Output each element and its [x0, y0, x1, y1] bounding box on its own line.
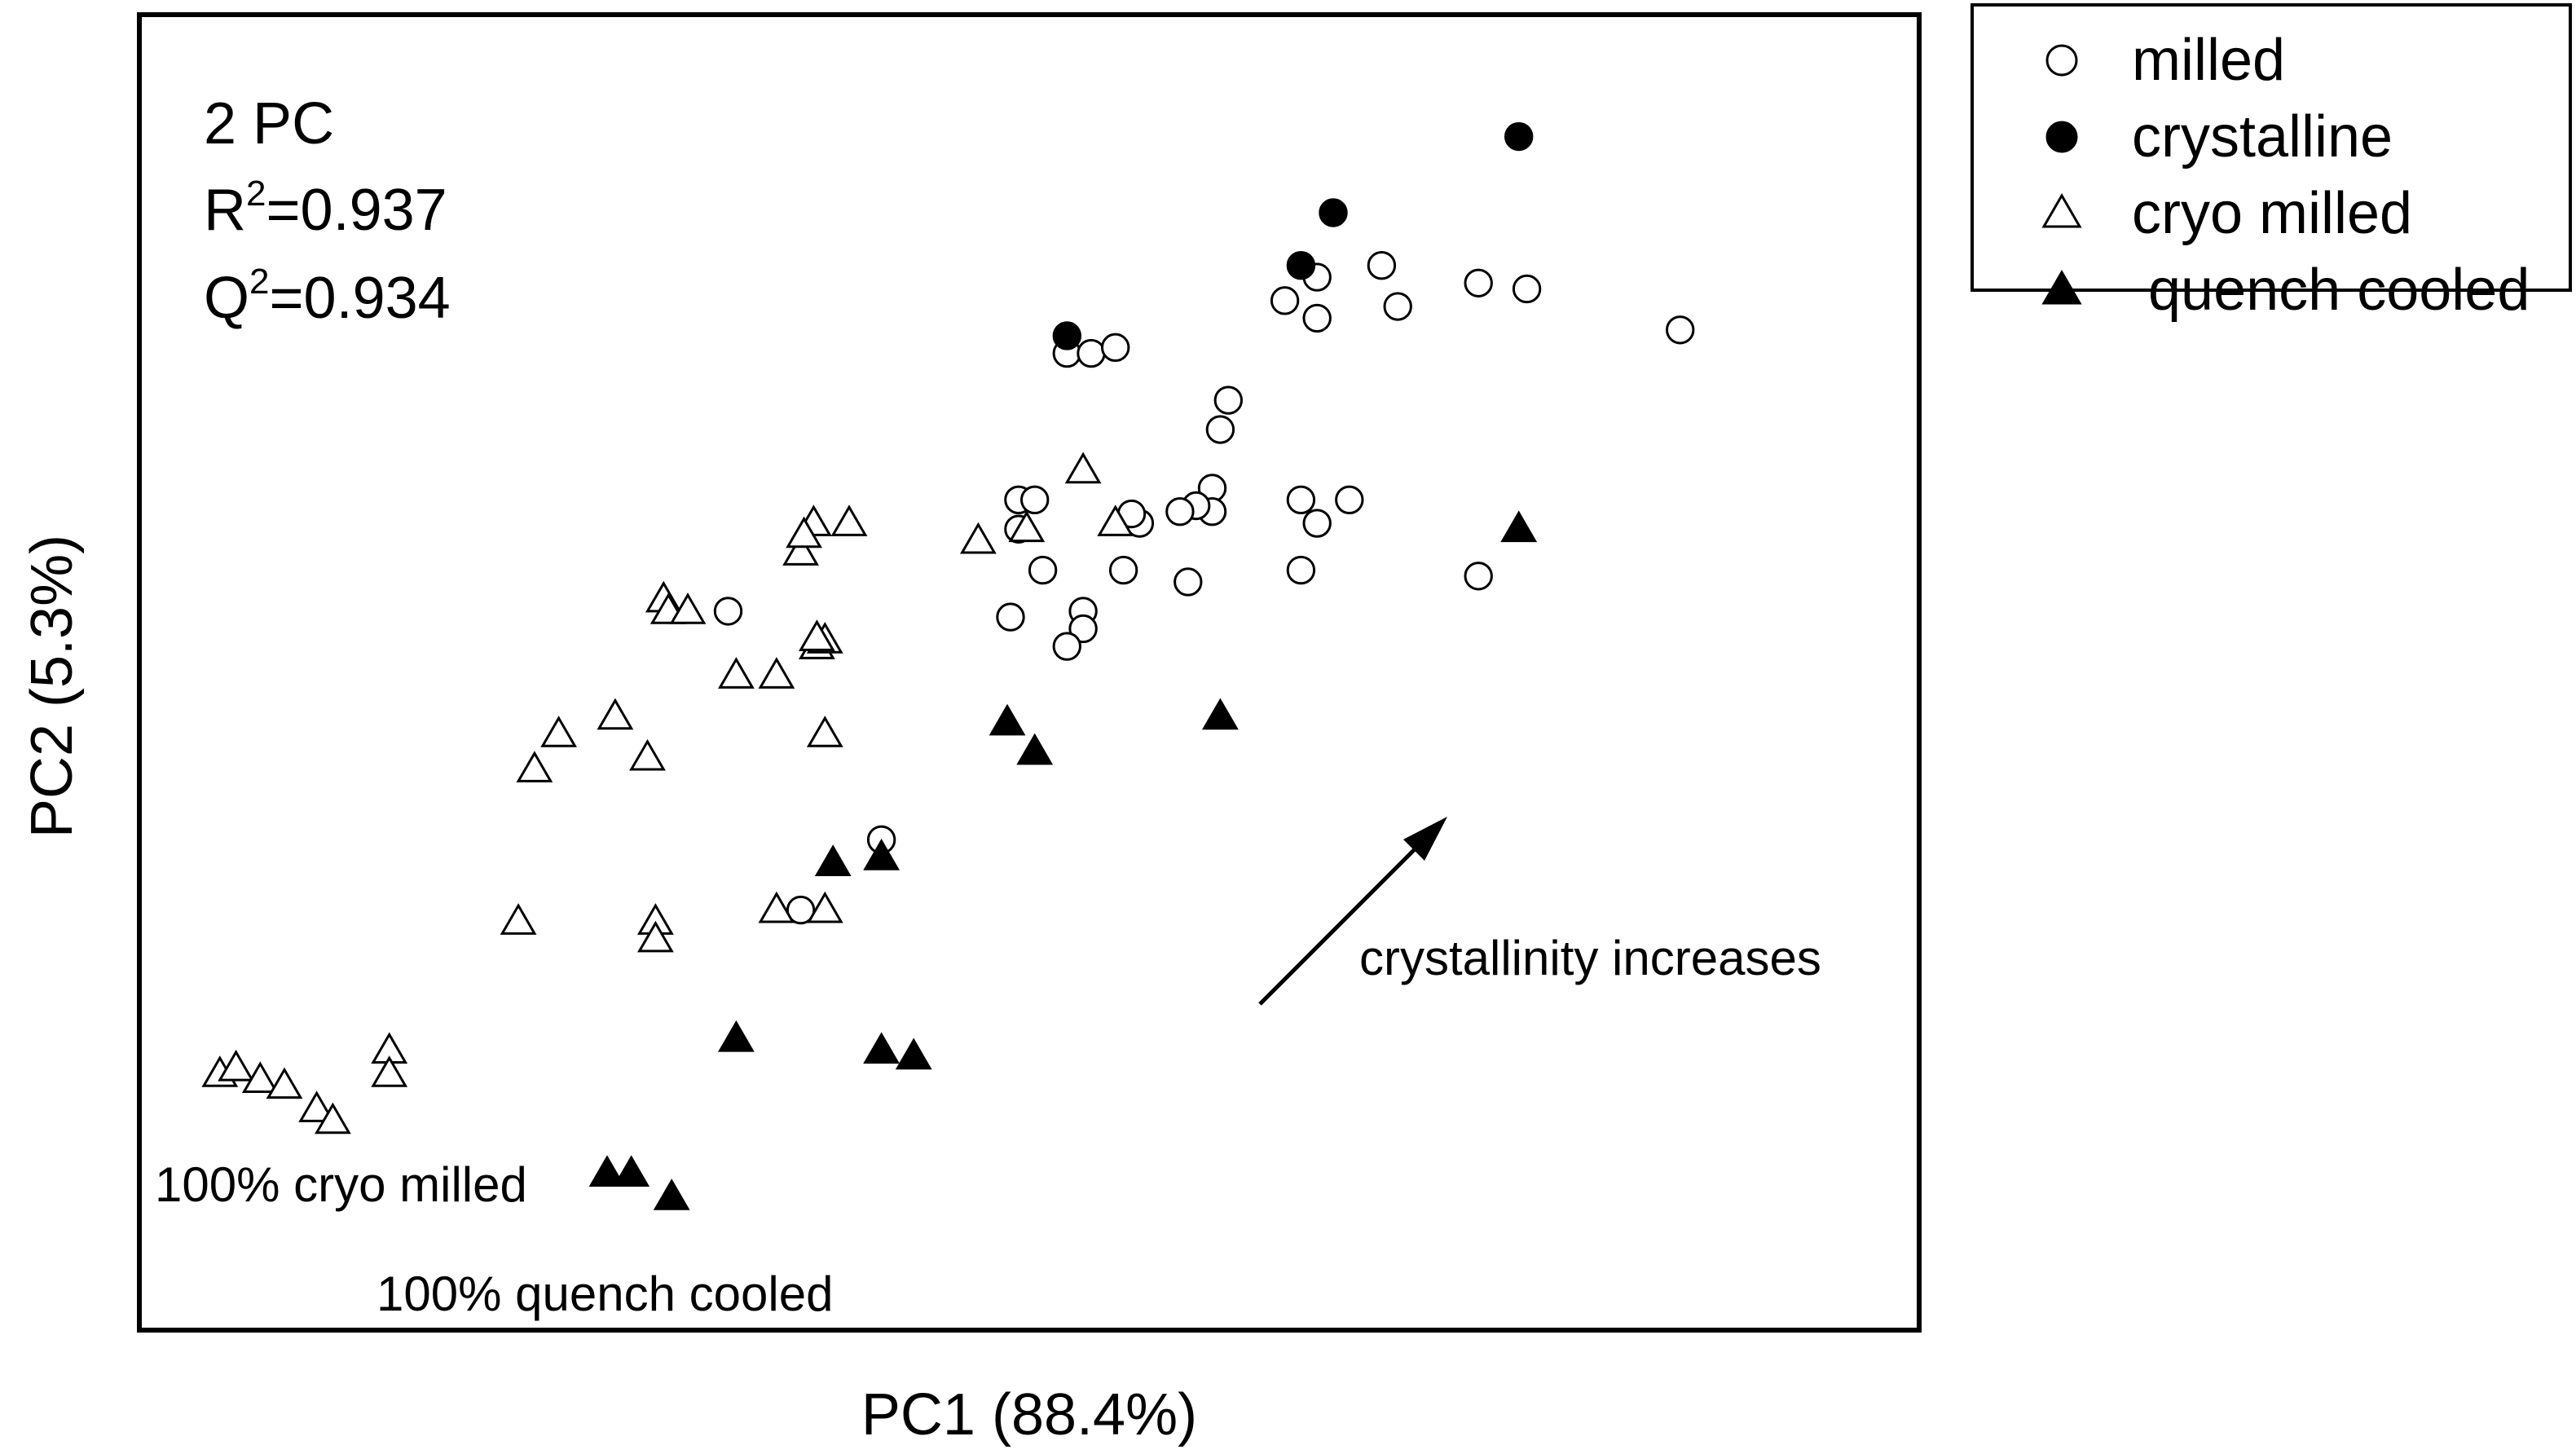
- point-quench-cooled: [1201, 698, 1239, 730]
- point-cryo-milled: [758, 657, 795, 689]
- point-milled: [1028, 555, 1058, 585]
- point-crystalline: [1504, 121, 1534, 152]
- point-cryo-milled: [500, 903, 537, 935]
- point-milled: [996, 602, 1025, 632]
- stats-components: 2 PC: [204, 91, 334, 156]
- legend-box: [1971, 3, 2572, 292]
- point-milled: [1286, 555, 1316, 585]
- point-milled: [1108, 555, 1138, 585]
- legend-label-milled: milled: [2132, 28, 2285, 93]
- point-milled: [1383, 292, 1412, 321]
- point-milled: [1302, 303, 1332, 333]
- point-cryo-milled: [959, 522, 997, 554]
- point-quench-cooled: [863, 1032, 900, 1064]
- legend-marker-cryo-milled: [2041, 192, 2082, 228]
- legend-label-quench-cooled: quench cooled: [2148, 258, 2530, 323]
- plot-frame: [137, 12, 1922, 1333]
- point-cryo-milled: [516, 751, 553, 782]
- points-layer: [201, 121, 1695, 1210]
- point-cryo-milled: [629, 738, 666, 771]
- x-axis-label: PC1 (88.4%): [861, 1382, 1197, 1447]
- point-cryo-milled: [786, 516, 822, 549]
- point-cryo-milled: [298, 1090, 336, 1122]
- point-cryo-milled: [806, 716, 843, 747]
- point-cryo-milled: [266, 1067, 303, 1099]
- point-milled: [1077, 338, 1106, 368]
- legend-label-crystalline: crystalline: [2132, 104, 2393, 170]
- point-milled: [1101, 333, 1130, 363]
- point-crystalline: [1052, 321, 1082, 350]
- point-cryo-milled: [371, 1055, 408, 1087]
- point-quench-cooled: [814, 844, 852, 876]
- point-milled: [1302, 509, 1332, 538]
- legend-marker-milled: [2045, 44, 2078, 77]
- point-cryo-milled: [669, 593, 707, 624]
- point-cryo-milled: [597, 698, 634, 730]
- point-milled: [1165, 496, 1195, 527]
- y-axis-label: PC2 (5.3%): [20, 535, 85, 838]
- point-quench-cooled: [613, 1155, 650, 1187]
- point-crystalline: [1286, 251, 1316, 280]
- point-cryo-milled: [1008, 510, 1046, 543]
- point-milled: [1286, 485, 1316, 514]
- point-milled: [1052, 632, 1082, 661]
- arrow-label: crystallinity increases: [1359, 931, 1821, 985]
- stats-q2: Q2=0.934: [204, 262, 451, 331]
- point-milled: [1464, 268, 1493, 297]
- point-cryo-milled: [540, 716, 578, 747]
- point-cryo-milled: [218, 1049, 255, 1082]
- point-milled: [1464, 562, 1493, 591]
- point-milled: [1367, 251, 1397, 280]
- legend-label-cryo-milled: cryo milled: [2132, 181, 2412, 246]
- legend: milled crystalline cryo milled quench co…: [1971, 3, 2572, 323]
- stats-q2-value: 0.934: [304, 266, 451, 331]
- point-milled: [1512, 274, 1542, 304]
- point-cryo-milled: [314, 1102, 351, 1135]
- point-quench-cooled: [1016, 733, 1054, 765]
- point-quench-cooled: [863, 839, 900, 870]
- point-cryo-milled: [806, 891, 843, 923]
- point-cryo-milled: [636, 920, 674, 953]
- point-cryo-milled: [717, 657, 755, 689]
- point-milled: [1666, 315, 1695, 345]
- cryo-milled-label: 100% cryo milled: [155, 1157, 527, 1212]
- point-milled: [1335, 485, 1364, 514]
- point-milled: [1270, 286, 1300, 315]
- point-quench-cooled: [588, 1155, 626, 1187]
- point-crystalline: [1319, 198, 1348, 227]
- point-quench-cooled: [717, 1020, 755, 1052]
- stats-r2: R2=0.937: [204, 174, 447, 243]
- point-milled: [1174, 567, 1203, 597]
- point-quench-cooled: [895, 1038, 932, 1070]
- point-cryo-milled: [1064, 452, 1102, 484]
- point-milled: [1205, 415, 1235, 444]
- point-quench-cooled: [653, 1179, 690, 1210]
- point-cryo-milled: [782, 534, 820, 566]
- point-quench-cooled: [989, 703, 1026, 736]
- legend-marker-crystalline: [2045, 121, 2078, 153]
- point-milled: [1068, 614, 1098, 644]
- crystallinity-arrow: [1258, 817, 1447, 1006]
- point-milled: [713, 597, 743, 626]
- point-cryo-milled: [1097, 504, 1134, 536]
- legend-marker-quench-cooled: [2041, 269, 2082, 305]
- point-cryo-milled: [830, 504, 868, 536]
- stats-r2-value: 0.937: [301, 178, 447, 243]
- point-milled: [786, 895, 816, 925]
- point-cryo-milled: [798, 619, 835, 651]
- legend-markers: [2041, 44, 2082, 305]
- point-milled: [1020, 485, 1050, 514]
- point-milled: [1213, 386, 1244, 415]
- point-quench-cooled: [1500, 510, 1538, 543]
- quench-cooled-label: 100% quench cooled: [376, 1267, 833, 1321]
- point-cryo-milled: [241, 1061, 279, 1093]
- point-cryo-milled: [758, 891, 795, 923]
